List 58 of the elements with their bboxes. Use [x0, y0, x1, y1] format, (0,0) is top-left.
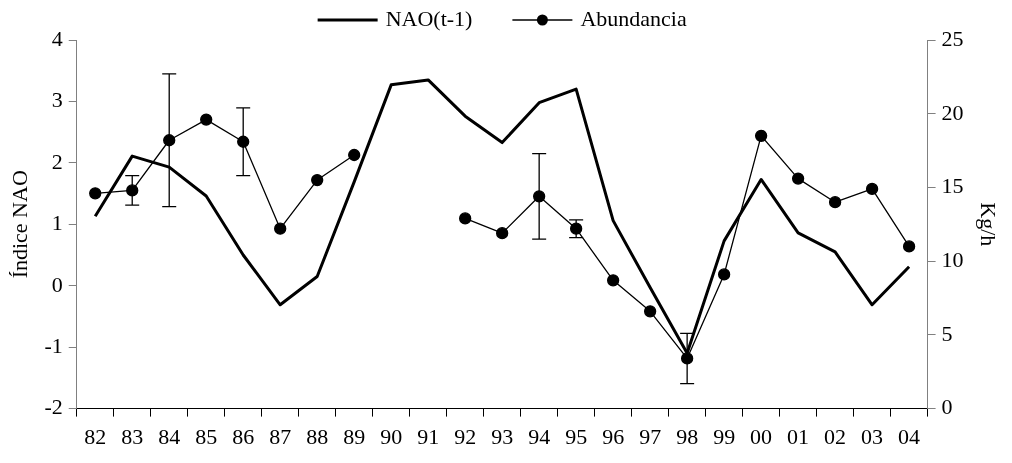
x-tick-label: 92: [454, 423, 477, 449]
y2-axis-title: Kg/h: [976, 202, 1002, 247]
point: [643, 305, 657, 318]
x-tick-label: 85: [195, 423, 218, 449]
point: [459, 212, 472, 225]
x-tick-label: 93: [491, 423, 514, 449]
point: [89, 187, 102, 200]
point: [791, 172, 805, 185]
legend-label: Abundancia: [580, 5, 687, 31]
x-tick-label: 89: [343, 423, 366, 449]
point: [200, 113, 213, 126]
y-tick-label: -2: [44, 394, 63, 420]
x-tick-label: 03: [861, 423, 884, 449]
y2-tick-label: 5: [941, 320, 953, 346]
x-tick-label: 94: [528, 423, 551, 449]
x-tick-label: 04: [898, 423, 921, 449]
y-axis-title: Índice NAO: [6, 170, 32, 279]
y-tick-label: 3: [51, 87, 63, 113]
point: [348, 148, 361, 162]
point: [311, 173, 324, 187]
y2-tick-label: 10: [941, 246, 964, 272]
y2-tick-label: 0: [941, 394, 953, 420]
x-tick-label: 99: [713, 423, 736, 449]
point: [607, 274, 620, 287]
point: [533, 190, 546, 203]
point: [496, 227, 509, 240]
point: [902, 240, 916, 253]
point: [865, 182, 879, 196]
x-tick-label: 82: [84, 423, 107, 449]
y2-tick-label: 20: [941, 99, 964, 125]
y2-tick-label: 25: [941, 25, 964, 51]
point: [237, 135, 250, 148]
x-tick-label: 83: [121, 423, 144, 449]
x-tick-label: 90: [380, 423, 403, 449]
x-tick-label: 84: [158, 423, 181, 449]
x-tick-label: 95: [565, 423, 588, 449]
y-tick-label: 4: [51, 25, 63, 51]
point: [163, 134, 176, 147]
y-tick-label: -1: [44, 332, 63, 358]
x-tick-label: 01: [787, 423, 810, 449]
y2-tick-label: 15: [941, 173, 964, 199]
x-tick-label: 00: [750, 423, 773, 449]
point: [274, 222, 287, 235]
x-tick-label: 02: [824, 423, 847, 449]
x-tick-label: 97: [639, 423, 662, 449]
x-tick-label: 98: [676, 423, 699, 449]
x-tick-label: 96: [602, 423, 625, 449]
point: [828, 196, 842, 209]
point: [717, 268, 731, 281]
y-tick-label: 1: [51, 210, 63, 236]
y-tick-label: 2: [51, 148, 63, 174]
y-tick-label: 0: [51, 271, 63, 297]
x-tick-label: 91: [417, 423, 440, 449]
x-tick-label: 87: [269, 423, 292, 449]
x-tick-label: 88: [306, 423, 329, 449]
point: [754, 129, 768, 142]
legend-label: NAO(t-1): [385, 5, 473, 31]
x-tick-label: 86: [232, 423, 255, 449]
